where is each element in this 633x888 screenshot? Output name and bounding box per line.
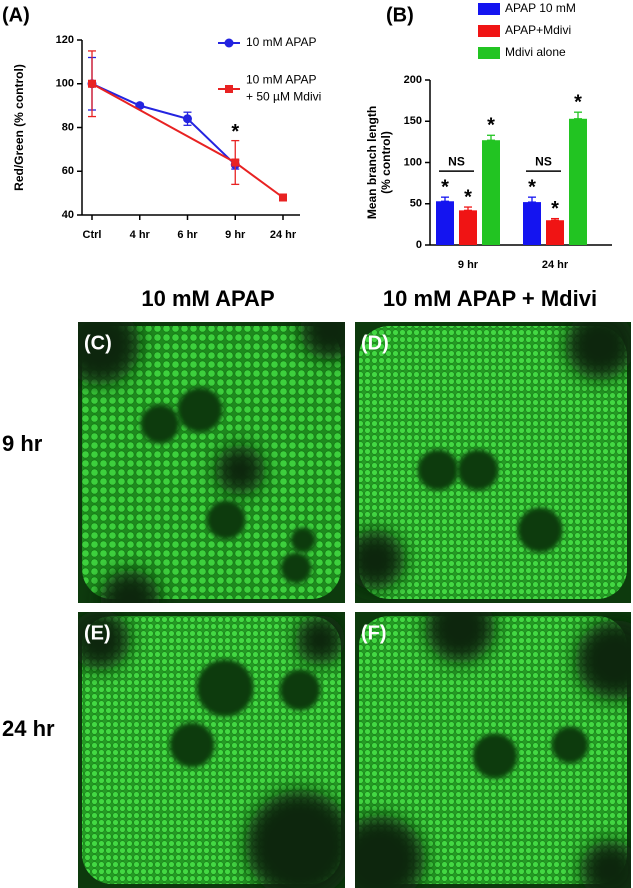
y-axis-label: Mean branch length(% control): [365, 106, 393, 219]
dark-region: [295, 615, 345, 665]
point: [183, 114, 192, 124]
point: [279, 193, 287, 202]
legend-swatch: [478, 47, 500, 59]
nucleus: [279, 669, 321, 711]
y-tick-label: 40: [62, 209, 74, 221]
row-label: 24 hr: [2, 716, 55, 741]
annotation: *: [231, 121, 239, 143]
column-header: 10 mM APAP: [141, 286, 274, 311]
bar: [546, 220, 564, 245]
micrograph-content: [78, 612, 345, 888]
dark-region: [78, 612, 130, 670]
nucleus: [472, 733, 518, 779]
micrograph: (D): [355, 322, 631, 603]
bar: [482, 140, 500, 245]
y-tick-label: 80: [62, 121, 74, 133]
legend-label: 10 mM APAP: [246, 35, 316, 49]
nucleus: [196, 659, 254, 717]
micrograph-content: [355, 322, 631, 603]
nucleus: [177, 387, 223, 433]
bracket-label: NS: [535, 154, 552, 168]
dark-region: [355, 530, 405, 590]
dark-region: [565, 322, 631, 380]
dark-region: [215, 445, 265, 495]
legend-swatch: [478, 25, 500, 37]
dark-region: [575, 620, 631, 700]
y-tick-label: 150: [404, 115, 422, 127]
y-tick-label: 50: [410, 198, 422, 210]
nucleus: [457, 449, 499, 491]
row-label: 9 hr: [2, 431, 43, 456]
y-tick-label: 200: [404, 74, 422, 86]
y-axis-label: Red/Green (% control): [12, 64, 26, 191]
significance-marker: *: [487, 115, 495, 137]
legend-label: 10 mM APAP + 50 µM Mdivi: [246, 73, 321, 104]
x-tick-label: 4 hr: [130, 229, 151, 241]
y-tick-label: 100: [56, 78, 74, 90]
legend-label: APAP+Mdivi: [505, 23, 571, 37]
y-tick-label: 0: [416, 239, 422, 251]
point: [88, 79, 96, 88]
dark-region: [425, 612, 495, 663]
micrograph-content: [78, 322, 345, 603]
y-tick-label: 100: [404, 156, 422, 168]
point: [231, 158, 240, 167]
x-tick-label: 9 hr: [225, 229, 246, 241]
dark-region: [580, 840, 631, 888]
x-tick-label: 24 hr: [542, 259, 569, 271]
dark-region: [78, 322, 140, 385]
bracket-label: NS: [448, 154, 465, 168]
point: [224, 38, 234, 48]
nucleus: [551, 726, 589, 764]
significance-marker: *: [464, 186, 472, 208]
panel-label: (C): [84, 332, 112, 354]
x-tick-label: 24 hr: [270, 229, 297, 241]
nucleus: [169, 722, 215, 768]
panel-label: (B): [386, 4, 414, 26]
x-tick-label: 6 hr: [177, 229, 198, 241]
micrograph-content: [355, 612, 631, 888]
nucleus: [290, 527, 316, 553]
cytoplasm: [82, 326, 341, 599]
dark-region: [300, 322, 345, 360]
nucleus: [206, 500, 246, 540]
bar: [569, 118, 587, 245]
panel-label: (A): [2, 4, 30, 26]
micrograph: (E): [78, 612, 345, 888]
point: [225, 85, 233, 93]
significance-marker: *: [574, 91, 582, 113]
x-tick-label: Ctrl: [83, 229, 102, 241]
legend-label: Mdivi alone: [505, 45, 566, 59]
legend-label: APAP 10 mM: [505, 1, 576, 15]
nucleus: [280, 552, 312, 584]
series-line: [91, 82, 236, 166]
panel-label: (F): [361, 622, 387, 644]
dark-region: [245, 790, 345, 888]
y-tick-label: 60: [62, 165, 74, 177]
legend-swatch: [478, 3, 500, 15]
column-header: 10 mM APAP + Mdivi: [383, 286, 597, 311]
x-tick-label: 9 hr: [458, 259, 479, 271]
nucleus: [140, 404, 180, 444]
y-tick-label: 120: [56, 34, 74, 46]
dark-region: [355, 815, 425, 888]
panel-label: (D): [361, 332, 389, 354]
micrograph: (F): [355, 612, 631, 888]
panel-label: (E): [84, 622, 111, 644]
bar: [436, 201, 454, 245]
nucleus: [517, 507, 563, 553]
significance-marker: *: [528, 176, 536, 198]
micrograph: (C): [78, 322, 345, 603]
nucleus: [417, 449, 459, 491]
bar: [523, 202, 541, 245]
bar: [459, 210, 477, 245]
dark-region: [100, 570, 160, 603]
significance-marker: *: [441, 176, 449, 198]
significance-marker: *: [551, 198, 559, 220]
